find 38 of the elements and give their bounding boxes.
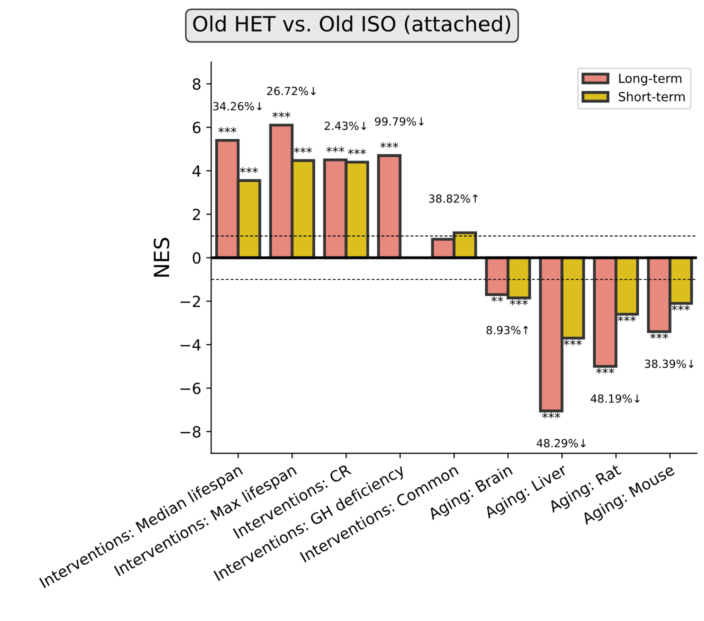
data-label: ***: [564, 340, 582, 346]
chart-title: Old HET vs. Old ISO (attached): [193, 16, 510, 34]
data-label: ***: [218, 127, 236, 133]
data-label: ***: [618, 316, 636, 322]
y-tick-label: −2: [180, 296, 200, 307]
annotation: 38.39%↓: [644, 360, 694, 368]
y-tick-label: −4: [180, 339, 201, 350]
legend-label: Long-term: [619, 74, 682, 86]
data-label: ***: [542, 412, 560, 418]
data-label: ***: [294, 147, 312, 153]
annotation: 34.26%↓: [213, 102, 262, 110]
data-label: ***: [272, 112, 290, 118]
data-label: ***: [240, 167, 258, 173]
y-tick-label: −6: [180, 382, 201, 394]
legend-label: Short-term: [618, 92, 685, 102]
y-tick-label: 0: [192, 252, 200, 264]
data-label: ***: [672, 304, 690, 311]
data-label: ***: [348, 148, 366, 155]
y-tick-label: 6: [192, 122, 201, 134]
y-tick-label: 8: [192, 78, 200, 90]
data-label: **: [491, 296, 504, 302]
annotation: 38.82%↑: [429, 194, 478, 203]
data-label: ***: [650, 333, 668, 339]
annotation: 26.72%↓: [267, 86, 316, 96]
annotation: 8.93%↑: [486, 326, 528, 334]
annotation: 48.19%↓: [590, 394, 640, 403]
y-tick-label: 4: [192, 165, 201, 177]
y-axis-title: NES: [154, 238, 170, 277]
bar: [377, 154, 402, 260]
data-label: ***: [596, 368, 614, 374]
data-label: ***: [380, 142, 398, 148]
data-label: ***: [326, 146, 344, 152]
y-tick-label: −8: [180, 426, 200, 438]
annotation: 48.29%↓: [536, 438, 586, 448]
y-tick-label: 2: [192, 208, 200, 220]
annotation: 99.79%↓: [374, 117, 424, 126]
annotation: 2.43%↓: [324, 122, 366, 130]
data-label: ***: [510, 300, 528, 306]
